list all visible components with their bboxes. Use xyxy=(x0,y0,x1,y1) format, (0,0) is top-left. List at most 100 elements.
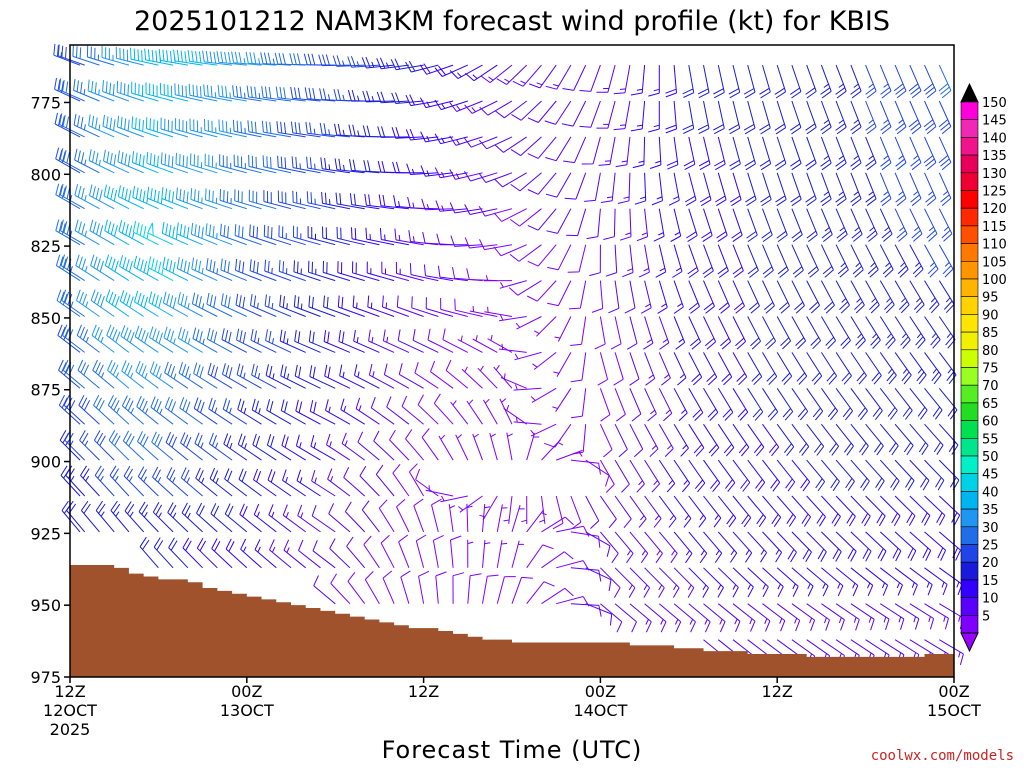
wind-barb xyxy=(805,136,817,171)
wind-barb xyxy=(835,316,851,350)
x-tick-label: 00Z xyxy=(585,682,616,701)
wind-barb xyxy=(820,388,839,421)
wind-barb xyxy=(547,244,572,271)
wind-barb xyxy=(894,352,912,385)
wind-barb xyxy=(293,295,321,317)
wind-barb xyxy=(762,567,784,598)
wind-barb xyxy=(152,466,174,497)
wind-barb xyxy=(688,495,707,528)
wind-barb xyxy=(545,136,572,162)
wind-barb xyxy=(762,423,780,457)
wind-barb xyxy=(938,316,956,349)
wind-barb xyxy=(138,501,159,533)
wind-barb xyxy=(207,362,233,389)
wind-barb xyxy=(206,327,233,353)
wind-barb xyxy=(762,352,778,386)
wind-barb xyxy=(294,364,321,389)
y-tick-label: 800 xyxy=(30,165,61,184)
wind-barb xyxy=(175,152,203,174)
wind-barb xyxy=(909,495,931,526)
wind-barb xyxy=(909,208,923,242)
wind-barb xyxy=(219,188,247,210)
colorbar-swatch xyxy=(960,508,979,528)
y-tick-label: 975 xyxy=(30,668,61,687)
wind-barb xyxy=(879,495,901,526)
y-tick-label: 925 xyxy=(30,524,61,543)
wind-barb xyxy=(74,219,100,246)
wind-barb xyxy=(599,459,615,493)
wind-barb xyxy=(608,280,620,314)
wind-barb xyxy=(835,459,855,491)
wind-barb xyxy=(239,503,262,533)
wind-barb xyxy=(614,567,636,598)
wind-barb xyxy=(879,387,898,420)
wind-barb xyxy=(924,603,949,630)
wind-barb xyxy=(136,395,159,425)
wind-barb xyxy=(349,159,380,174)
wind-barb xyxy=(193,362,218,389)
wind-barb xyxy=(923,136,937,171)
wind-barb xyxy=(324,364,351,389)
wind-barb xyxy=(383,363,410,389)
wind-barb xyxy=(251,363,277,389)
wind-barb xyxy=(658,316,670,350)
wind-barb xyxy=(131,151,159,174)
wind-barb xyxy=(939,639,964,666)
wind-barb xyxy=(311,505,336,533)
wind-barb xyxy=(644,603,667,633)
wind-barb xyxy=(86,45,115,66)
wind-barb xyxy=(697,65,710,99)
wind-barb xyxy=(382,295,410,317)
colorbar-over-arrow xyxy=(960,82,979,103)
wind-barb xyxy=(290,121,321,138)
wind-barb xyxy=(146,186,174,210)
wind-barb xyxy=(865,388,883,421)
wind-barb xyxy=(632,136,646,169)
wind-barb xyxy=(776,352,793,385)
wind-barb xyxy=(415,468,439,497)
wind-barb xyxy=(686,208,698,243)
wind-barb xyxy=(597,352,609,386)
y-tick-label: 950 xyxy=(30,596,61,615)
wind-barb xyxy=(298,539,321,569)
wind-barb xyxy=(283,539,307,569)
wind-barb xyxy=(392,463,410,497)
wind-barb xyxy=(337,295,365,317)
wind-barb xyxy=(762,603,786,632)
wind-barb xyxy=(263,190,292,210)
wind-barb xyxy=(605,244,618,277)
wind-barb xyxy=(58,78,85,102)
wind-barb xyxy=(417,394,439,425)
wind-barb xyxy=(614,423,628,458)
colorbar-label: 130 xyxy=(982,167,1007,182)
wind-barb xyxy=(688,316,702,350)
wind-barb xyxy=(879,100,892,135)
wind-barb xyxy=(688,459,706,493)
wind-barb xyxy=(390,58,424,71)
wind-barb xyxy=(144,48,174,66)
wind-barb xyxy=(77,359,100,389)
colorbar-swatch xyxy=(960,561,979,581)
wind-barb xyxy=(102,114,130,138)
wind-barb xyxy=(658,388,673,422)
wind-barb xyxy=(322,260,351,282)
wind-barb xyxy=(775,172,787,207)
wind-barb xyxy=(80,465,100,497)
wind-barb xyxy=(717,495,737,528)
wind-barb xyxy=(305,121,336,138)
wind-barb xyxy=(205,188,233,210)
wind-barb xyxy=(791,208,803,242)
wind-barb xyxy=(713,100,725,135)
wind-barb xyxy=(293,260,321,282)
wind-barb xyxy=(341,432,365,461)
colorbar-label: 90 xyxy=(982,308,999,323)
wind-barb xyxy=(938,352,957,385)
wind-barb xyxy=(395,261,424,282)
wind-barb xyxy=(673,388,688,422)
wind-barb xyxy=(147,222,174,246)
wind-barb xyxy=(396,498,410,533)
wind-barb xyxy=(204,153,233,174)
wind-barb xyxy=(349,193,380,210)
colorbar-label: 10 xyxy=(982,592,999,607)
wind-barb xyxy=(466,503,473,532)
